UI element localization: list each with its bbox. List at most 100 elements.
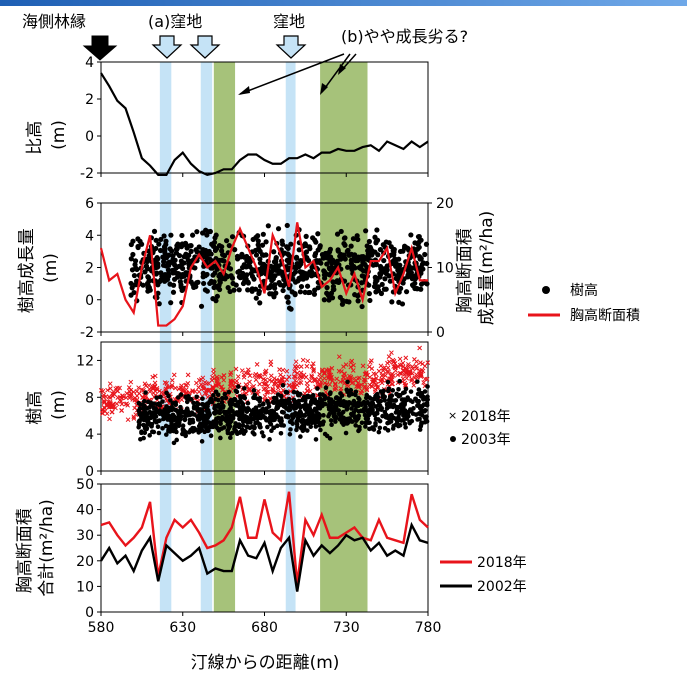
height-2018-point	[341, 364, 346, 369]
tree-height-growth-point	[210, 296, 216, 302]
tree-height-growth-point	[373, 239, 379, 245]
height-2003-point	[235, 384, 241, 389]
height-2003-point	[291, 397, 297, 403]
tree-height-growth-point	[263, 239, 269, 245]
height-2018-point	[111, 389, 117, 395]
height-2003-point	[237, 393, 243, 399]
height-2003-point	[250, 407, 256, 413]
height-2018-point	[360, 363, 366, 369]
height-2018-point	[350, 380, 356, 385]
height-2003-point	[329, 422, 334, 428]
tree-height-growth-point	[145, 284, 151, 290]
height-2003-point	[298, 405, 303, 410]
tree-height-growth-point	[305, 257, 312, 264]
basal-area-growth-line	[99, 222, 428, 327]
panel4-ylabel: 胸高断面積 合計(m²/ha)	[15, 499, 57, 597]
tree-height-growth-point	[390, 260, 396, 267]
tree-height-growth-point	[390, 248, 396, 254]
height-2018-point	[277, 378, 283, 384]
tree-height-growth-point	[171, 276, 178, 282]
height-2003-point	[399, 418, 404, 423]
height-2018-point	[107, 416, 112, 422]
height-2003-point	[260, 402, 266, 407]
height-2018-point	[348, 374, 354, 380]
tree-height-growth-point	[135, 236, 141, 242]
height-2018-point	[152, 373, 158, 379]
height-2018-point	[243, 370, 249, 376]
height-2018-point	[348, 364, 354, 370]
height-2003-point	[271, 415, 276, 420]
tree-height-growth-point	[248, 270, 254, 277]
annotation-depression: 窪地	[273, 12, 305, 31]
basal-area-2002年-line	[99, 521, 429, 592]
height-2018-point	[397, 370, 403, 376]
height-2018-point	[113, 405, 118, 411]
tree-height-growth-point	[226, 242, 232, 249]
height-2018-point	[407, 369, 413, 375]
height-2018-point	[364, 387, 370, 393]
y-tick-label: -2	[80, 166, 94, 182]
height-2003-point	[416, 387, 422, 392]
height-2003-point	[303, 398, 308, 403]
height-2018-point	[381, 365, 386, 371]
height-2018-point	[106, 404, 112, 410]
height-2003-point	[163, 423, 169, 429]
height-2018-point	[292, 378, 298, 383]
height-2018-point	[228, 370, 234, 375]
height-2018-point	[134, 388, 140, 394]
height-2003-point	[242, 395, 248, 401]
height-2003-point	[336, 408, 342, 413]
tree-height-growth-point	[259, 242, 266, 248]
tree-height-growth-point	[221, 253, 228, 259]
height-2018-point	[289, 383, 295, 389]
tree-height-growth-point	[236, 274, 242, 280]
height-2018-point	[403, 371, 409, 376]
height-2018-point	[258, 374, 263, 380]
height-2003-point	[219, 400, 225, 405]
tree-height-growth-point	[169, 248, 175, 254]
height-2003-point	[408, 389, 414, 394]
tree-height-growth-point	[280, 287, 286, 294]
height-2003-point	[345, 379, 350, 385]
height-2003-point	[232, 424, 238, 429]
tree-height-growth-point	[153, 271, 159, 277]
tree-height-growth-point	[339, 301, 346, 307]
height-2018-point	[338, 386, 344, 391]
height-2018-point	[146, 383, 152, 388]
height-2018-point	[368, 383, 374, 389]
height-2003-point	[268, 421, 274, 427]
height-2003-point	[136, 408, 142, 414]
height-2003-point	[374, 392, 379, 398]
height-2018-point	[356, 384, 362, 389]
height-2018-point	[391, 364, 396, 369]
height-2003-point	[159, 409, 164, 415]
tree-height-growth-point	[172, 257, 178, 263]
height-2018-point	[190, 389, 196, 394]
height-2003-point	[194, 400, 200, 406]
tree-height-growth-point	[292, 279, 299, 285]
tree-height-growth-point	[194, 229, 200, 235]
height-2003-point	[339, 393, 345, 398]
height-2018-point	[305, 384, 311, 390]
height-2003-point	[322, 431, 328, 437]
height-2003-point	[382, 398, 388, 403]
height-2003-point	[343, 430, 349, 436]
height-2003-point	[240, 401, 246, 407]
height-2018-point	[128, 387, 134, 393]
basal-area-2018年-line	[100, 491, 429, 584]
tree-height-growth-point	[372, 274, 378, 280]
height-2018-point	[185, 381, 191, 386]
height-2003-point	[293, 405, 299, 411]
height-2018-point	[334, 376, 340, 382]
axis-labels: 比高 (m) 樹高成長量 (m) 胸高断面積 成長量(m²/ha) 樹高 (m)…	[15, 120, 497, 673]
height-2003-point	[169, 407, 174, 413]
height-2018-point	[152, 380, 158, 386]
panel1-ylabel-line2: (m)	[49, 120, 69, 150]
height-2018-point	[411, 382, 417, 388]
height-2003-point	[217, 410, 223, 416]
height-2018-point	[219, 384, 225, 390]
height-2003-point	[206, 411, 212, 417]
height-2003-point	[328, 418, 334, 423]
tree-height-growth-point	[168, 232, 174, 238]
y-tick-label: 30	[76, 528, 94, 544]
